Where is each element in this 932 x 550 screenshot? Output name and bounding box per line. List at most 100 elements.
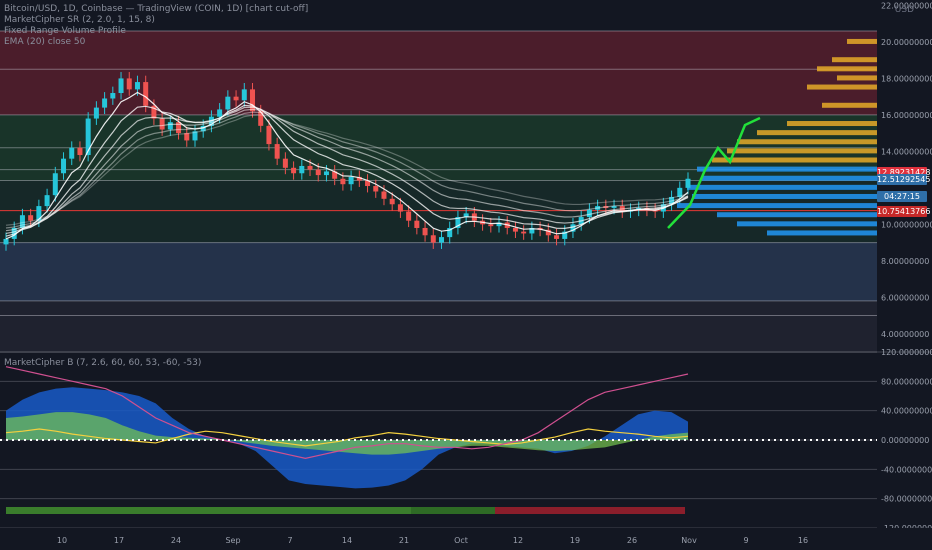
x-tick-label: 10 — [57, 536, 67, 545]
candle-body — [250, 89, 256, 112]
candle-body — [134, 82, 140, 90]
legend-osc[interactable]: MarketCipher B (7, 2.6, 60, 60, 53, -60,… — [4, 358, 202, 368]
candle-body — [447, 227, 453, 238]
volume-profile-bar — [787, 121, 877, 127]
osc-tick-label: 40.00000000 — [881, 407, 932, 416]
price-tag: 12.89231428 — [877, 166, 931, 178]
ema-ribbon-line — [5, 108, 689, 232]
osc-tick-label: 0.00000000 — [881, 436, 929, 445]
volume-profile-bar — [702, 175, 877, 181]
candle-body — [77, 147, 83, 156]
volume-profile-bar — [757, 130, 877, 136]
osc-line-series-3 — [5, 366, 689, 459]
candle-body — [356, 176, 362, 181]
candle-body — [93, 107, 99, 119]
volume-profile-bar — [697, 166, 877, 172]
y-tick-label: 16.00000000 — [881, 111, 932, 120]
volume-profile-bar — [692, 193, 877, 199]
candle-body — [85, 118, 91, 156]
x-tick-label: 16 — [798, 536, 808, 545]
candle-body — [430, 235, 436, 243]
volume-profile-bar — [837, 75, 877, 81]
x-tick-label: 7 — [287, 536, 292, 545]
x-tick-label: 21 — [399, 536, 409, 545]
candle-body — [217, 109, 223, 117]
volume-profile-bar — [807, 84, 877, 90]
candle-body — [406, 211, 412, 221]
candle-body — [126, 78, 132, 90]
legend-volume-profile[interactable]: Fixed Range Volume Profile — [4, 26, 126, 36]
osc-tick-label: 80.00000000 — [881, 377, 932, 386]
candle-body — [36, 206, 42, 221]
x-tick-label: 26 — [627, 536, 637, 545]
legend-sr[interactable]: MarketCipher SR (2, 2.0, 1, 15, 8) — [4, 15, 155, 25]
price-tag: 04:27:15 — [877, 191, 927, 203]
candle-body — [586, 209, 592, 218]
volume-profile-bar — [737, 139, 877, 145]
candle-body — [52, 173, 58, 196]
candle-body — [365, 180, 371, 187]
candle-body — [167, 122, 173, 130]
candle-body — [315, 169, 321, 176]
volume-profile-bar — [832, 57, 877, 63]
x-tick-label: 17 — [114, 536, 124, 545]
volume-profile-bar — [737, 221, 877, 227]
zone-band-3 — [0, 242, 877, 301]
candle-body — [332, 171, 338, 179]
y-tick-label: 10.00000000 — [881, 220, 932, 229]
x-tick-label: 9 — [743, 536, 748, 545]
momentum-strip-green — [6, 507, 411, 514]
projection-drawing — [667, 116, 761, 229]
candle-body — [554, 235, 560, 239]
legend-main[interactable]: Bitcoin/USD, 1D, Coinbase — TradingView … — [4, 4, 309, 14]
candle-body — [381, 191, 387, 199]
candle-body — [323, 171, 329, 176]
x-tick-label: Nov — [681, 536, 697, 545]
momentum-strip-red — [495, 507, 685, 514]
candle-body — [570, 224, 576, 232]
x-tick-label: 14 — [342, 536, 352, 545]
x-tick-label: Oct — [454, 536, 468, 545]
candle-body — [184, 133, 190, 141]
candle-body — [176, 122, 182, 134]
candle-body — [200, 125, 206, 132]
candle-body — [225, 96, 231, 110]
candle-body — [233, 96, 239, 101]
candle-body — [340, 178, 346, 185]
candle-body — [685, 178, 691, 188]
candle-body — [266, 125, 272, 145]
candle-body — [595, 206, 601, 210]
volume-profile-bar — [687, 184, 877, 190]
ema-ribbon-line — [5, 111, 689, 229]
candle-body — [44, 195, 50, 207]
legend-ema[interactable]: EMA (20) close 50 — [4, 37, 86, 47]
candle-body — [307, 165, 313, 170]
price-tag: 10.75413766 — [877, 205, 931, 217]
candle-body — [102, 98, 108, 108]
osc-legend: MarketCipher B (7, 2.6, 60, 60, 53, -60,… — [4, 358, 201, 369]
candle-body — [512, 227, 518, 232]
candle-body — [521, 231, 527, 234]
volume-profile-bar — [767, 230, 877, 236]
volume-profile-bar — [822, 102, 877, 108]
candle-body — [611, 206, 617, 208]
candle-body — [3, 238, 9, 245]
osc-line-series-2 — [5, 428, 689, 447]
y-tick-label: 6.00000000 — [881, 293, 929, 302]
candle-body — [463, 213, 469, 218]
volume-profile-bar — [727, 148, 877, 154]
volume-profile-bar — [847, 38, 877, 44]
volume-profile-bar — [677, 203, 877, 209]
candle-body — [19, 215, 25, 228]
volume-profile-bar — [717, 212, 877, 218]
main-legend: Bitcoin/USD, 1D, Coinbase — TradingView … — [4, 4, 308, 48]
candle-body — [562, 231, 568, 239]
candle-body — [455, 217, 461, 228]
y-tick-label: 20.00000000 — [881, 38, 932, 47]
candle-body — [241, 89, 247, 101]
candle-body — [545, 229, 551, 236]
candle-body — [348, 176, 354, 185]
y-tick-label: 4.00000000 — [881, 330, 929, 339]
zone-band-4 — [0, 300, 877, 352]
